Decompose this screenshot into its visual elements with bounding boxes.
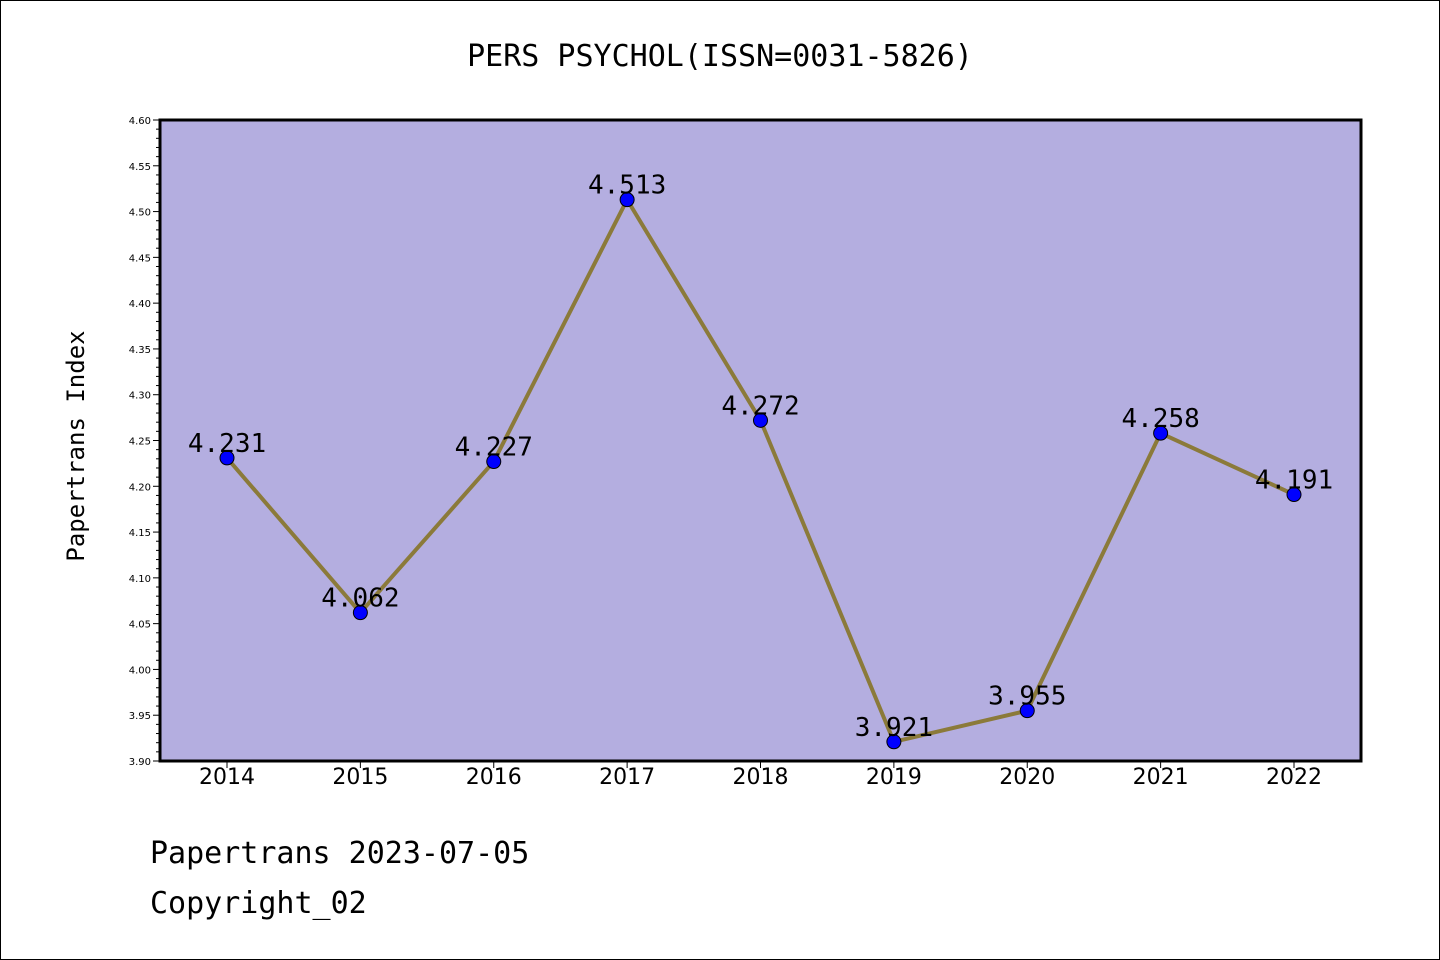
data-labels: 4.231 4.062 4.227 4.513 4.272 3.921 3.955 4.258… (188, 171, 1333, 743)
y-tick-label: 4.45 (129, 253, 151, 264)
x-tick-label: 2019 (866, 765, 922, 790)
x-tick-label: 2021 (1133, 765, 1189, 790)
data-label: 4.513 (588, 171, 666, 201)
y-tick-label: 4.50 (129, 208, 151, 219)
y-tick-label: 4.30 (129, 391, 151, 402)
data-label: 4.272 (721, 391, 799, 421)
data-markers (219, 192, 1302, 750)
data-point (352, 605, 368, 621)
y-tick-label: 4.35 (129, 345, 151, 356)
y-tick-label: 3.90 (129, 757, 151, 768)
y-tick-label: 4.60 (129, 116, 151, 127)
data-point (886, 734, 902, 750)
x-tick-label: 2017 (599, 765, 655, 790)
data-point (1019, 703, 1035, 719)
y-tick-label: 4.05 (129, 620, 151, 631)
data-label: 4.231 (188, 429, 266, 459)
data-point (619, 192, 635, 208)
footer-date: Papertrans 2023-07-05 (150, 836, 530, 871)
chart-title: PERS PSYCHOL(ISSN=0031-5826) (467, 39, 973, 74)
data-point (1153, 425, 1169, 441)
data-label: 3.921 (855, 713, 933, 743)
x-tick-label: 2015 (332, 765, 388, 790)
footer-copyright: Copyright_02 (150, 886, 367, 921)
y-tick-label: 4.55 (129, 162, 151, 173)
y-tick-label: 4.40 (129, 299, 151, 310)
y-tick-label: 4.10 (129, 574, 151, 585)
y-tick-label: 4.25 (129, 437, 151, 448)
data-label: 4.258 (1121, 404, 1199, 434)
data-point (753, 412, 768, 428)
y-tick-label: 4.15 (129, 528, 151, 539)
data-label: 4.227 (455, 433, 533, 463)
x-tick-label: 2018 (733, 765, 789, 790)
y-tick-label: 4.20 (129, 482, 151, 493)
data-label: 4.062 (321, 584, 399, 614)
data-point (486, 454, 502, 470)
y-tick-label: 4.00 (129, 665, 151, 676)
x-tick-label: 2022 (1266, 765, 1322, 790)
data-label: 4.191 (1255, 466, 1333, 496)
x-tick-label: 2014 (199, 765, 255, 790)
data-point (219, 450, 235, 466)
data-point (1286, 487, 1302, 503)
y-axis-ticks: 3.90 3.95 4.00 4.05 4.10 4.15 4.20 4.25 4.30 4.35… (129, 116, 160, 768)
x-tick-label: 2016 (466, 765, 522, 790)
y-tick-label: 3.95 (129, 711, 151, 722)
data-label: 3.955 (988, 682, 1066, 712)
x-axis-ticks: 2014 2015 2016 2017 2018 2019 2020 2021 2022 (199, 761, 1322, 790)
y-axis-label: Papertrans Index (62, 330, 90, 561)
x-tick-label: 2020 (999, 765, 1055, 790)
